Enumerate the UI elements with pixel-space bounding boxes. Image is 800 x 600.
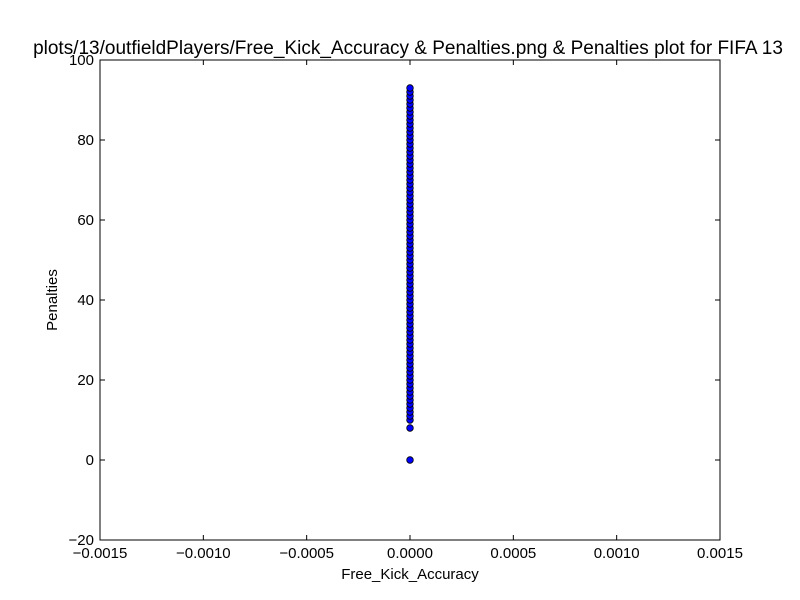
y-tick-label: 0	[86, 452, 94, 469]
y-tick-label: 20	[77, 372, 94, 389]
x-tick-label: 0.0000	[387, 545, 433, 562]
x-axis-label: Free_Kick_Accuracy	[341, 566, 479, 583]
data-points	[406, 84, 414, 464]
x-tick-label: −0.0015	[73, 545, 128, 562]
y-tick-label: 100	[69, 52, 94, 69]
x-tick-label: −0.0005	[279, 545, 334, 562]
data-point	[406, 84, 414, 92]
x-tick-label: −0.0010	[176, 545, 231, 562]
y-tick-label: 60	[77, 212, 94, 229]
x-tick-label: 0.0005	[490, 545, 536, 562]
data-point	[406, 456, 414, 464]
y-tick-label: 80	[77, 132, 94, 149]
y-tick-label: 40	[77, 292, 94, 309]
y-axis-label: Penalties	[44, 269, 61, 331]
x-tick-label: 0.0015	[697, 545, 743, 562]
y-tick-label: −20	[69, 532, 94, 549]
data-point	[406, 424, 414, 432]
x-tick-label: 0.0010	[594, 545, 640, 562]
axis-ticks: −0.0015 −0.0010 −0.0005 0.0000 0.0005 0.0010 0…	[69, 52, 743, 562]
chart-title: plots/13/outfieldPlayers/Free_Kick_Accur…	[33, 38, 783, 59]
